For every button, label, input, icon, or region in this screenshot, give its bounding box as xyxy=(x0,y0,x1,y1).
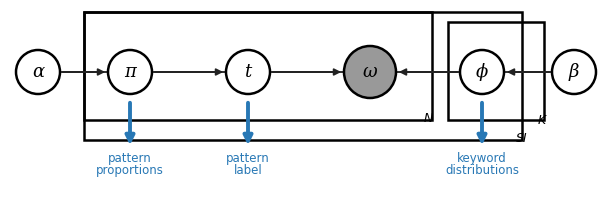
Text: keyword: keyword xyxy=(457,152,507,165)
Text: distributions: distributions xyxy=(445,164,519,177)
Text: pattern: pattern xyxy=(226,152,270,165)
Circle shape xyxy=(108,50,152,94)
Circle shape xyxy=(460,50,504,94)
Text: α: α xyxy=(32,63,44,81)
Bar xyxy=(448,22,544,120)
Text: label: label xyxy=(234,164,262,177)
Text: pattern: pattern xyxy=(108,152,152,165)
Text: SI: SI xyxy=(516,132,528,145)
Text: N: N xyxy=(424,112,433,125)
Text: ω: ω xyxy=(363,63,378,81)
Circle shape xyxy=(344,46,396,98)
Text: β: β xyxy=(569,63,579,81)
Text: proportions: proportions xyxy=(96,164,164,177)
Circle shape xyxy=(16,50,60,94)
Circle shape xyxy=(552,50,596,94)
Bar xyxy=(84,12,522,140)
Circle shape xyxy=(226,50,270,94)
Text: ϕ: ϕ xyxy=(476,63,488,81)
Text: t: t xyxy=(245,63,251,81)
Text: π: π xyxy=(124,63,136,81)
Bar xyxy=(84,12,432,120)
Text: K: K xyxy=(538,114,546,127)
